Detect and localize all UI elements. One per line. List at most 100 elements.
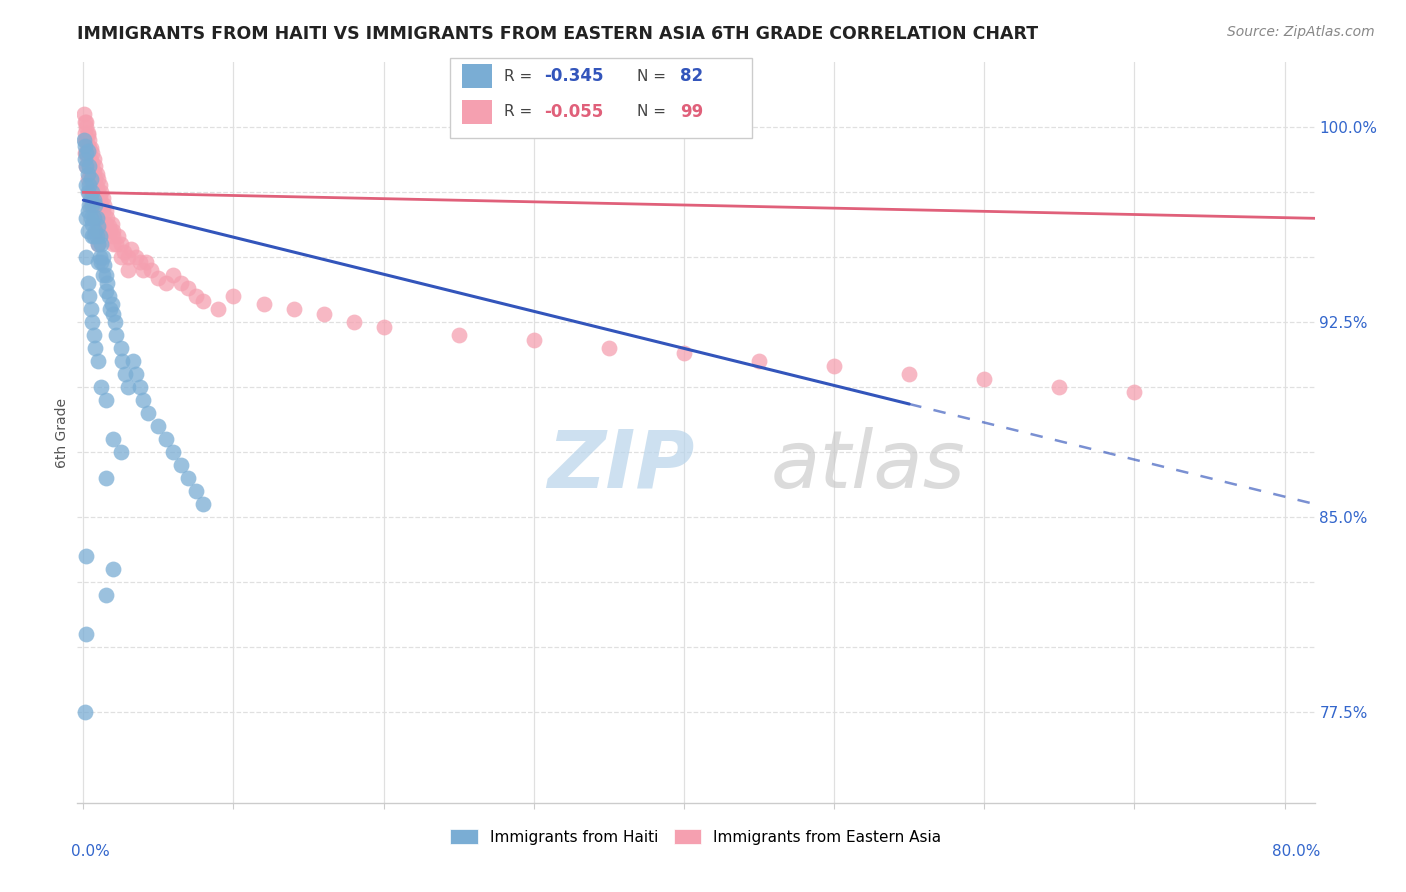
Point xyxy=(79,141,101,155)
Point xyxy=(73,126,96,140)
Point xyxy=(82,229,104,244)
Point xyxy=(373,320,395,334)
Point xyxy=(87,354,110,368)
Point xyxy=(823,359,845,374)
Point xyxy=(90,237,112,252)
Text: R =: R = xyxy=(505,104,537,120)
Point xyxy=(193,497,215,511)
Point xyxy=(973,372,995,386)
Point xyxy=(110,341,132,355)
Point xyxy=(75,178,97,192)
Point xyxy=(75,627,97,641)
Point xyxy=(96,277,118,291)
Point xyxy=(91,268,114,283)
Point xyxy=(132,263,155,277)
Point xyxy=(93,258,115,272)
Point xyxy=(312,307,335,321)
Text: 82: 82 xyxy=(679,68,703,86)
Point xyxy=(103,229,125,244)
Point xyxy=(84,159,107,173)
Point xyxy=(177,471,200,485)
Point xyxy=(98,224,121,238)
Point xyxy=(91,250,114,264)
Point xyxy=(89,178,111,192)
Point xyxy=(94,268,117,283)
Point xyxy=(84,224,107,238)
Text: ZIP: ZIP xyxy=(547,427,695,505)
Point xyxy=(177,281,200,295)
Point xyxy=(83,198,105,212)
FancyBboxPatch shape xyxy=(463,100,492,124)
Point xyxy=(75,115,97,129)
Point xyxy=(86,167,108,181)
Point xyxy=(73,705,96,719)
Point xyxy=(898,367,921,381)
Point xyxy=(79,289,101,303)
Point xyxy=(89,229,111,244)
Text: -0.345: -0.345 xyxy=(544,68,603,86)
Point xyxy=(104,315,127,329)
Point xyxy=(75,133,97,147)
Point xyxy=(83,328,105,343)
Point xyxy=(76,144,98,158)
Point xyxy=(86,224,108,238)
Point xyxy=(89,250,111,264)
Point xyxy=(76,224,98,238)
Point xyxy=(523,334,546,348)
Point xyxy=(73,152,96,166)
Point xyxy=(86,211,108,226)
Point xyxy=(117,263,139,277)
Point xyxy=(73,115,96,129)
Point xyxy=(222,289,245,303)
Point xyxy=(76,167,98,181)
Text: 0.0%: 0.0% xyxy=(72,844,110,858)
Point xyxy=(90,186,112,200)
Point xyxy=(90,255,112,269)
Point xyxy=(76,126,98,140)
Point xyxy=(83,211,105,226)
Point xyxy=(103,307,125,321)
FancyBboxPatch shape xyxy=(463,64,492,88)
Point xyxy=(76,128,98,143)
Point xyxy=(83,152,105,166)
Legend: Immigrants from Haiti, Immigrants from Eastern Asia: Immigrants from Haiti, Immigrants from E… xyxy=(444,822,948,851)
Point xyxy=(83,164,105,178)
Point xyxy=(110,445,132,459)
Point xyxy=(90,380,112,394)
Point xyxy=(80,154,103,169)
Point xyxy=(184,289,207,303)
Point xyxy=(97,219,120,233)
Point xyxy=(87,172,110,186)
Point xyxy=(132,393,155,408)
Point xyxy=(87,237,110,252)
Point xyxy=(84,186,107,200)
Point xyxy=(94,471,117,485)
Point xyxy=(79,133,101,147)
Point xyxy=(101,217,124,231)
Point xyxy=(103,237,125,252)
Point xyxy=(184,484,207,499)
Point xyxy=(598,341,620,355)
Point xyxy=(76,138,98,153)
Point xyxy=(94,224,117,238)
Point xyxy=(112,245,135,260)
Point xyxy=(193,294,215,309)
Point xyxy=(80,141,103,155)
Point xyxy=(80,198,103,212)
Point xyxy=(76,186,98,200)
Point xyxy=(80,167,103,181)
Point xyxy=(139,263,162,277)
Point xyxy=(94,284,117,298)
Point xyxy=(148,271,170,285)
Text: N =: N = xyxy=(637,69,671,84)
Point xyxy=(75,120,97,135)
Point xyxy=(75,146,97,161)
Point xyxy=(76,172,98,186)
Point xyxy=(125,367,148,381)
Point xyxy=(75,159,97,173)
Text: atlas: atlas xyxy=(770,427,965,505)
Point xyxy=(84,198,107,212)
Point xyxy=(103,224,125,238)
Y-axis label: 6th Grade: 6th Grade xyxy=(55,398,69,467)
Text: IMMIGRANTS FROM HAITI VS IMMIGRANTS FROM EASTERN ASIA 6TH GRADE CORRELATION CHAR: IMMIGRANTS FROM HAITI VS IMMIGRANTS FROM… xyxy=(77,25,1039,43)
